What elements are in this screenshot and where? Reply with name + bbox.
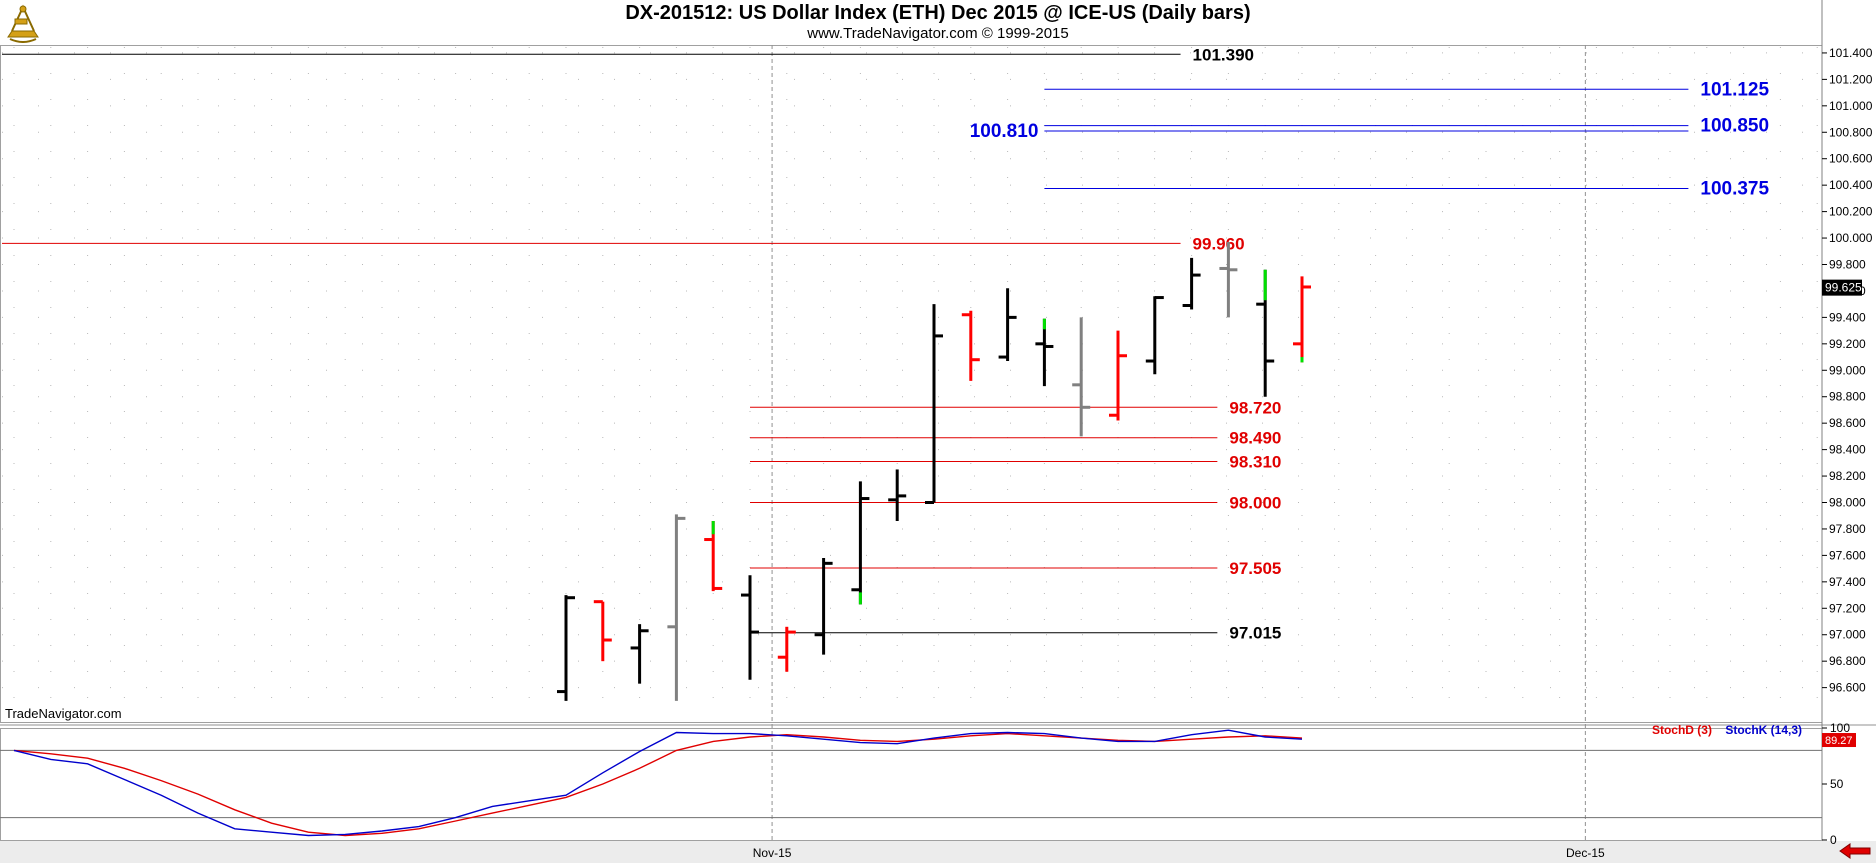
- y-tick-label: 97.000: [1829, 628, 1866, 642]
- watermark: TradeNavigator.com: [5, 706, 122, 721]
- stochd-line: [13, 732, 1303, 837]
- level-label: 99.960: [1193, 234, 1245, 253]
- y-tick-label: 98.600: [1829, 416, 1866, 430]
- ohlc-bar: [1219, 242, 1238, 318]
- stochastic-panel: [0, 729, 1822, 837]
- ohlc-bar: [557, 595, 575, 701]
- legend-stochd: StochD (3): [1651, 723, 1712, 737]
- level-label: 100.375: [1700, 178, 1769, 199]
- x-tick-label: Nov-15: [753, 846, 792, 860]
- level-label: 98.720: [1229, 398, 1281, 417]
- y-tick-label: 96.800: [1829, 654, 1866, 668]
- y-tick-label: 101.000: [1829, 99, 1873, 113]
- y-tick-label: 99.200: [1829, 337, 1866, 351]
- level-label: 98.490: [1229, 429, 1281, 448]
- ohlc-bar: [851, 481, 870, 605]
- ohlc-bar: [1109, 330, 1127, 421]
- y-tick-label: 99.400: [1829, 310, 1866, 324]
- level-label: 97.505: [1229, 559, 1281, 578]
- x-tick-label: Dec-15: [1566, 846, 1605, 860]
- y-tick-label: 100.600: [1829, 152, 1873, 166]
- level-label: 100.850: [1700, 116, 1769, 137]
- ohlc-bar: [704, 521, 723, 592]
- level-label: 98.310: [1229, 453, 1281, 472]
- level-label: 101.125: [1700, 79, 1769, 100]
- ohlc-bar: [630, 624, 649, 684]
- y-tick-label: 100.000: [1829, 231, 1873, 245]
- y-tick-label: 97.400: [1829, 575, 1866, 589]
- last-stoch-label: 89.27: [1825, 735, 1853, 747]
- price-levels: 101.390 101.125 100.850 100.810 100.375 99.96…: [2, 45, 1770, 643]
- ohlc-bar: [667, 514, 686, 701]
- ohlc-bar: [777, 626, 796, 672]
- level-label: 101.390: [1193, 45, 1254, 64]
- price-panel-frame: [0, 45, 1823, 723]
- last-price-label: 99.625: [1825, 281, 1862, 295]
- level-label: 100.810: [970, 121, 1039, 142]
- last-price-box: [1822, 279, 1862, 296]
- level-label: 97.015: [1229, 624, 1281, 643]
- x-axis-strip: [0, 841, 1876, 863]
- y-tick-label: 100.800: [1829, 125, 1873, 139]
- ohlc-bar: [1293, 276, 1311, 363]
- y-tick-label: 98.400: [1829, 443, 1866, 457]
- y-tick-label: 96.600: [1829, 681, 1866, 695]
- y-tick-label: 100.400: [1829, 178, 1873, 192]
- chart-title: DX-201512: US Dollar Index (ETH) Dec 201…: [625, 2, 1251, 24]
- y-tick-label: 98.800: [1829, 390, 1866, 404]
- stochastic-legend: StochD (3) StochK (14,3): [1652, 723, 1802, 737]
- stochk-line: [13, 729, 1303, 837]
- y-tick-label: 99.000: [1829, 363, 1866, 377]
- level-label: 98.000: [1229, 494, 1281, 513]
- y-tick-label: 99.800: [1829, 257, 1866, 271]
- stoch-y-tick-label: 50: [1830, 777, 1844, 791]
- ohlc-bar: [1035, 318, 1054, 387]
- y-tick-label: 101.400: [1829, 46, 1873, 60]
- ohlc-bar: [925, 304, 943, 505]
- ohlc-bar: [1072, 317, 1091, 437]
- y-tick-label: 100.200: [1829, 205, 1873, 219]
- ohlc-bar: [1256, 269, 1275, 397]
- ohlc-bar: [888, 469, 907, 522]
- last-stoch-box: [1822, 733, 1856, 748]
- back-arrow-icon[interactable]: [1838, 842, 1872, 860]
- y-tick-label: 97.800: [1829, 522, 1866, 536]
- ohlc-bar: [593, 600, 612, 662]
- stoch-y-tick-label: 0: [1830, 833, 1837, 847]
- y-tick-label: 98.200: [1829, 469, 1866, 483]
- ohlc-bar: [1182, 257, 1201, 310]
- ohlc-bar: [1145, 296, 1164, 375]
- axis-layer: Nov-15 Dec-15 101.400 101.200 101.000 100.800…: [753, 46, 1873, 860]
- y-tick-label: 101.200: [1829, 72, 1873, 86]
- ohlc-bar: [998, 288, 1017, 362]
- y-tick-label: 98.000: [1829, 496, 1866, 510]
- price-bars: [557, 242, 1311, 701]
- chart-subtitle: www.TradeNavigator.com © 1999-2015: [807, 25, 1069, 42]
- sextant-logo-icon: [2, 1, 44, 43]
- stoch-y-tick-label: 100: [1830, 721, 1850, 735]
- ohlc-bar: [814, 558, 833, 655]
- y-tick-label: 97.200: [1829, 601, 1866, 615]
- y-tick-label: 97.600: [1829, 548, 1866, 562]
- legend-stochk: StochK (14,3): [1725, 723, 1802, 737]
- ohlc-bar: [741, 575, 759, 680]
- ohlc-bar: [961, 310, 980, 381]
